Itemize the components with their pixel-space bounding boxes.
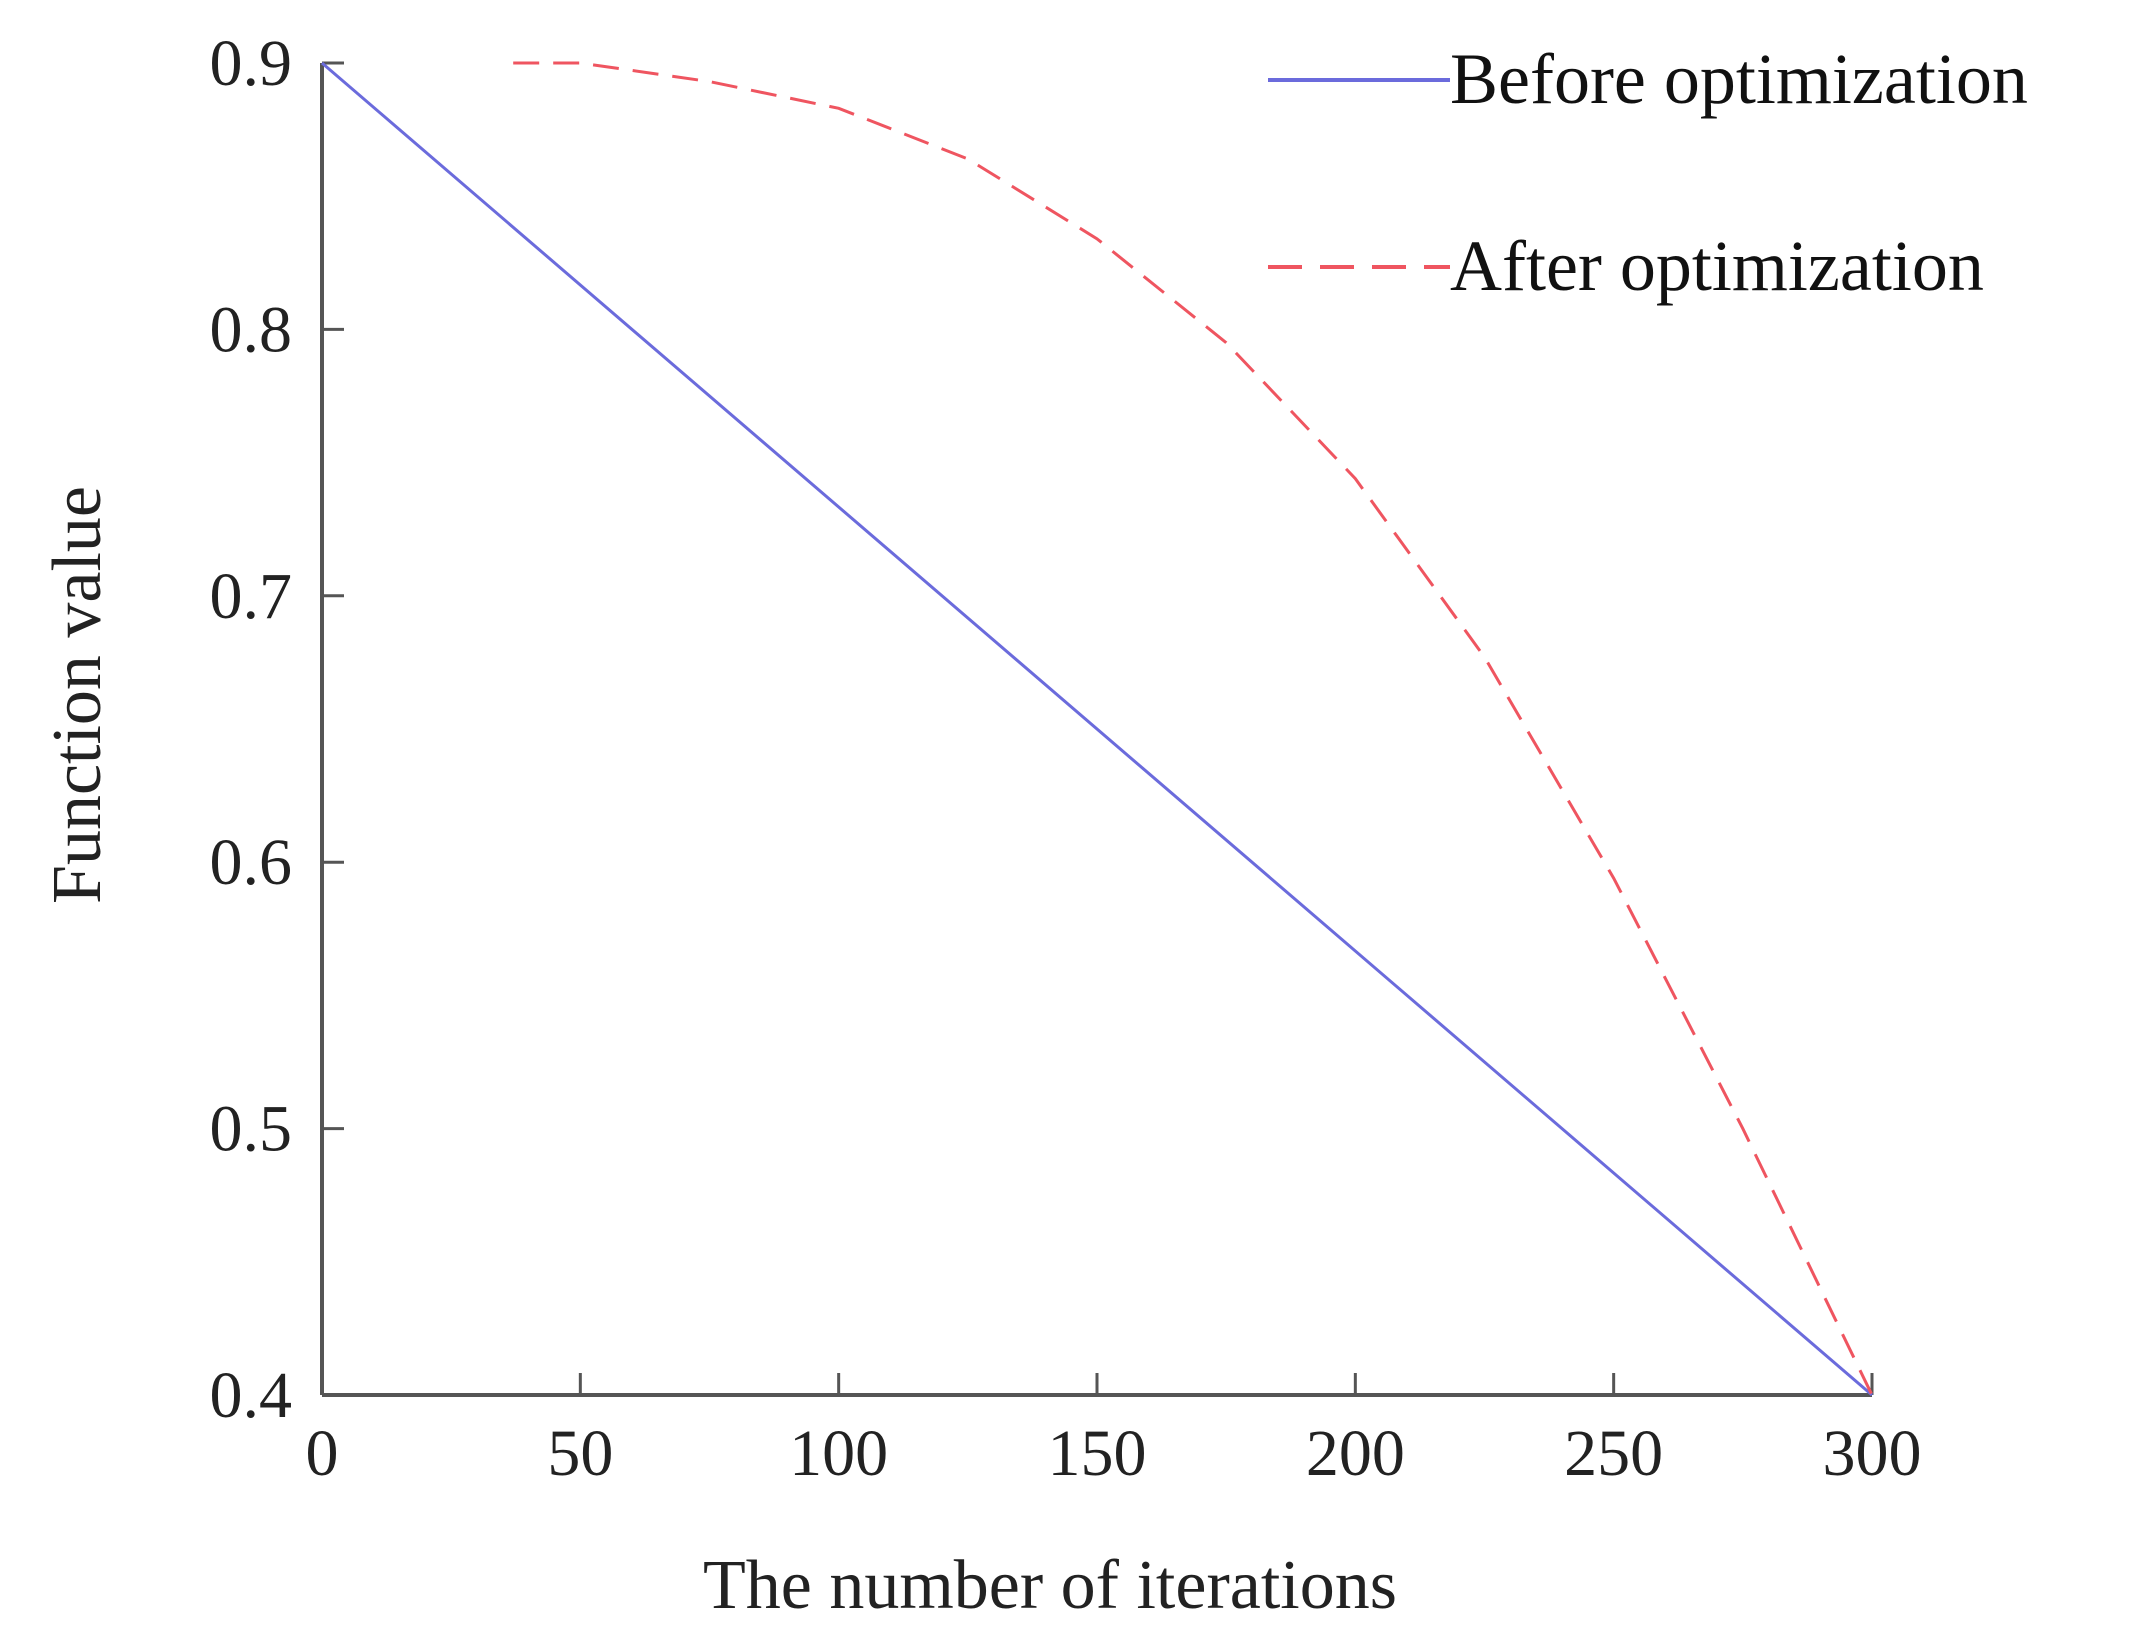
y-tick-label: 0.6 — [210, 826, 293, 899]
x-tick-label: 0 — [306, 1417, 339, 1490]
x-tick-label: 150 — [1048, 1417, 1147, 1490]
legend: Before optimization After optimization — [1268, 39, 2028, 306]
x-tick-label: 300 — [1823, 1417, 1922, 1490]
y-tick-label: 0.5 — [210, 1093, 293, 1166]
series-line-after-optimization — [513, 61, 1874, 1396]
y-axis-ticks: 0.4 0.5 0.6 0.7 0.8 0.9 — [210, 27, 344, 1432]
legend-label-before-optimization: Before optimization — [1450, 39, 2028, 119]
x-axis-ticks: 0 50 100 150 200 250 300 — [306, 1373, 1922, 1490]
y-tick-label: 0.8 — [210, 293, 293, 366]
x-tick-label: 50 — [547, 1417, 613, 1490]
y-axis-title: Function value — [39, 486, 116, 904]
y-tick-label: 0.7 — [210, 560, 293, 633]
series-line-before-optimization — [321, 61, 1873, 1397]
series-group — [321, 61, 1874, 1397]
x-tick-label: 100 — [789, 1417, 888, 1490]
y-tick-label: 0.9 — [210, 27, 293, 100]
x-axis-title: The number of iterations — [703, 1547, 1397, 1624]
y-tick-label: 0.4 — [210, 1359, 293, 1432]
x-tick-label: 250 — [1564, 1417, 1663, 1490]
x-tick-label: 200 — [1306, 1417, 1405, 1490]
legend-label-after-optimization: After optimization — [1450, 226, 1984, 306]
